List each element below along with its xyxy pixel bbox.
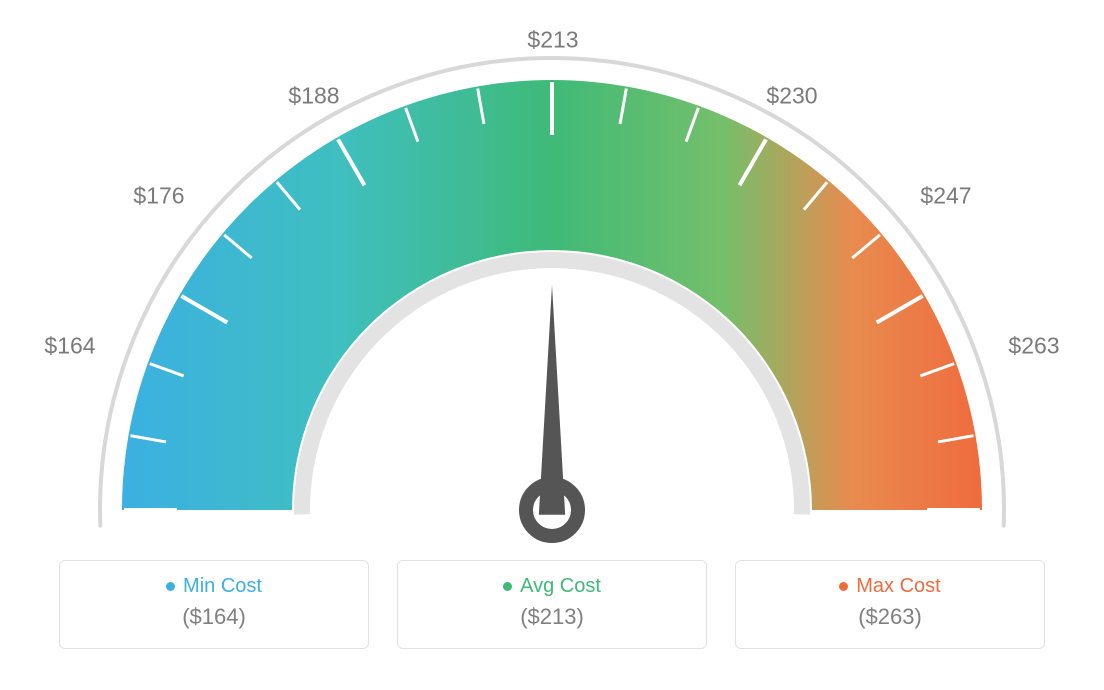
tick-label-6: $263 bbox=[1008, 333, 1059, 360]
legend-card-min: Min Cost ($164) bbox=[59, 560, 369, 649]
legend-value-max: ($263) bbox=[754, 604, 1026, 630]
tick-label-4: $230 bbox=[766, 83, 817, 110]
tick-label-1: $176 bbox=[133, 183, 184, 210]
legend-value-avg: ($213) bbox=[416, 604, 688, 630]
legend-title-max: Max Cost bbox=[754, 575, 1026, 598]
legend-title-text-avg: Avg Cost bbox=[520, 575, 601, 597]
tick-label-0: $164 bbox=[44, 333, 95, 360]
legend-dot-min bbox=[166, 582, 175, 591]
legend-dot-avg bbox=[503, 582, 512, 591]
legend-value-min: ($164) bbox=[78, 604, 350, 630]
legend-row: Min Cost ($164) Avg Cost ($213) Max Cost… bbox=[0, 560, 1104, 649]
gauge-svg bbox=[0, 0, 1104, 560]
legend-dot-max bbox=[839, 582, 848, 591]
legend-card-max: Max Cost ($263) bbox=[735, 560, 1045, 649]
legend-title-avg: Avg Cost bbox=[416, 575, 688, 598]
legend-title-min: Min Cost bbox=[78, 575, 350, 598]
tick-label-5: $247 bbox=[920, 183, 971, 210]
legend-title-text-max: Max Cost bbox=[856, 575, 940, 597]
legend-card-avg: Avg Cost ($213) bbox=[397, 560, 707, 649]
tick-label-2: $188 bbox=[288, 83, 339, 110]
tick-label-3: $213 bbox=[527, 27, 578, 54]
gauge-container: $164 $176 $188 $213 $230 $247 $263 bbox=[0, 0, 1104, 560]
legend-title-text-min: Min Cost bbox=[183, 575, 262, 597]
